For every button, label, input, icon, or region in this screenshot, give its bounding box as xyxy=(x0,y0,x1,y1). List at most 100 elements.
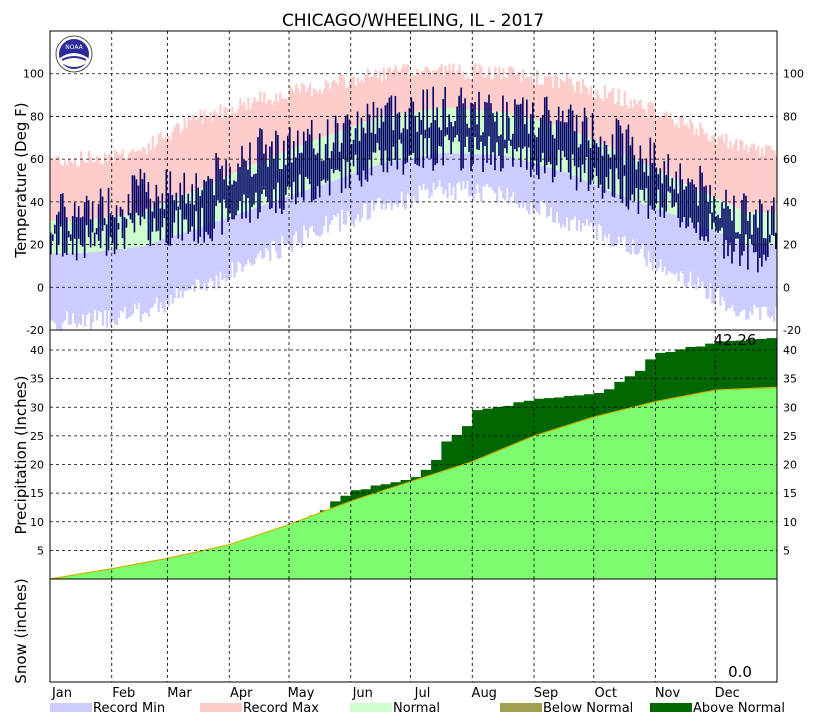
precipitation-tick-left: 20 xyxy=(30,459,44,472)
record-min-bar xyxy=(263,204,266,258)
observed-temperature-bar xyxy=(749,212,751,239)
legend-swatch xyxy=(350,703,392,712)
record-min-bar xyxy=(585,181,589,219)
record-min-bar xyxy=(613,192,616,247)
month-label: Aug xyxy=(472,686,497,701)
precipitation-panel: 5 5 10 10 15 15 20 20 25 25 30 30 35 35 40 40 42.26 Pre… xyxy=(12,330,797,580)
record-min-bar xyxy=(703,226,706,289)
temperature-observed-bars xyxy=(50,86,777,273)
observed-temperature-bar xyxy=(366,103,369,182)
record-min-bar xyxy=(549,168,553,208)
observed-temperature-bar xyxy=(247,169,249,199)
record-max-bar xyxy=(595,89,599,142)
observed-temperature-bar xyxy=(567,109,570,173)
record-max-bar xyxy=(697,136,700,191)
observed-temperature-bar xyxy=(545,96,548,166)
month-label: Dec xyxy=(715,686,740,701)
observed-temperature-bar xyxy=(197,187,199,244)
record-min-bar xyxy=(424,155,427,191)
record-min-bar xyxy=(131,247,134,315)
record-min-bar xyxy=(143,245,146,313)
month-label: Mar xyxy=(167,686,192,701)
record-min-bar xyxy=(201,226,204,289)
record-max-bar xyxy=(424,67,427,111)
month-label: May xyxy=(288,686,315,701)
record-max-bar xyxy=(496,74,499,112)
record-min-bar xyxy=(310,187,314,226)
record-min-bar xyxy=(205,225,208,292)
observed-temperature-bar xyxy=(480,135,482,142)
record-min-bar xyxy=(647,205,650,251)
observed-temperature-bar xyxy=(539,117,542,163)
normal-range-bar xyxy=(498,111,501,155)
record-min-bar xyxy=(358,171,362,222)
record-min-bar xyxy=(414,157,417,203)
record-min-bar xyxy=(165,238,168,301)
record-min-bar xyxy=(595,185,599,241)
record-max-bar xyxy=(219,104,222,180)
record-max-bar xyxy=(273,100,276,156)
observed-temperature-bar xyxy=(271,141,273,209)
observed-temperature-bar xyxy=(235,181,237,216)
record-min-bar xyxy=(406,158,409,194)
record-max-bar xyxy=(759,156,762,213)
record-max-bar xyxy=(404,67,407,114)
record-min-bar xyxy=(450,153,453,196)
record-min-bar xyxy=(57,253,61,329)
record-min-bar xyxy=(476,153,479,185)
record-max-bar xyxy=(677,127,680,181)
record-max-bar xyxy=(416,69,419,112)
record-max-bar xyxy=(392,69,395,115)
observed-temperature-bar xyxy=(388,97,391,162)
observed-temperature-bar xyxy=(607,154,610,189)
record-max-bar xyxy=(269,99,272,158)
precipitation-axis-label: Precipitation (Inches) xyxy=(12,376,30,535)
record-max-bar xyxy=(757,145,760,213)
record-min-bar xyxy=(571,175,575,220)
record-min-bar xyxy=(667,212,670,271)
record-max-bar xyxy=(532,81,535,120)
record-max-bar xyxy=(502,68,505,113)
record-max-bar xyxy=(157,134,160,206)
observed-temperature-bar xyxy=(683,189,685,218)
record-max-bar xyxy=(171,131,174,200)
observed-temperature-bar xyxy=(50,232,52,255)
observed-temperature-bar xyxy=(595,143,598,176)
record-max-bar xyxy=(593,98,597,141)
record-min-bar xyxy=(342,176,346,225)
record-min-bar xyxy=(591,183,595,229)
record-max-bar xyxy=(446,70,449,109)
legend: Record Min Record Max Normal Below Normal Ab… xyxy=(50,701,785,716)
observed-temperature-bar xyxy=(400,132,403,144)
record-min-bar xyxy=(721,234,724,297)
observed-temperature-bar xyxy=(671,178,674,208)
record-min-bar xyxy=(637,202,640,254)
record-min-bar xyxy=(765,244,768,307)
record-min-bar xyxy=(151,242,154,308)
record-max-bar xyxy=(561,80,565,127)
record-max-bar xyxy=(55,156,59,222)
record-min-bar xyxy=(773,244,776,322)
record-max-bar xyxy=(77,166,81,222)
record-min-bar xyxy=(312,187,316,233)
observed-temperature-bar xyxy=(336,123,339,170)
observed-temperature-bar xyxy=(285,164,287,195)
temperature-tick-left: -20 xyxy=(26,324,44,337)
observed-temperature-bar xyxy=(450,121,452,155)
precipitation-grid xyxy=(50,330,777,579)
observed-temperature-bar xyxy=(641,158,644,190)
record-min-bar xyxy=(474,153,477,195)
record-min-bar xyxy=(697,223,700,278)
record-max-bar xyxy=(213,110,216,183)
record-min-bar xyxy=(675,215,678,273)
record-max-bar xyxy=(83,162,87,221)
observed-temperature-bar xyxy=(73,202,76,239)
observed-temperature-bar xyxy=(171,194,174,238)
observed-temperature-bar xyxy=(727,205,729,257)
observed-temperature-bar xyxy=(189,203,192,232)
record-max-bar xyxy=(629,100,632,158)
record-min-bar xyxy=(89,252,93,331)
observed-temperature-bar xyxy=(386,102,389,173)
record-max-bar xyxy=(310,96,314,142)
record-max-bar xyxy=(673,127,676,179)
